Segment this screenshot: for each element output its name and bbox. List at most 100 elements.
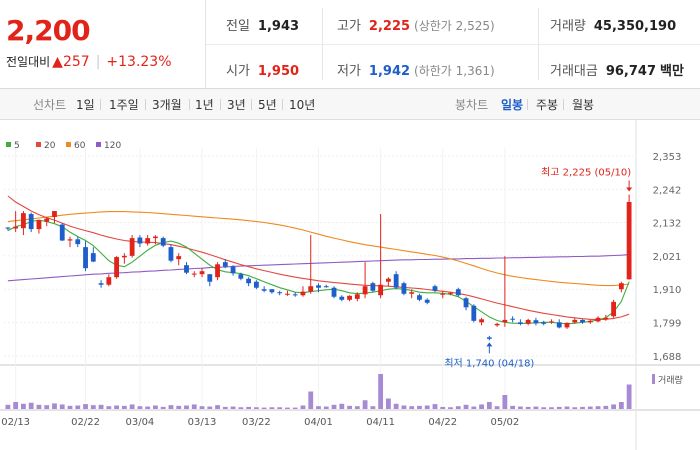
volume-bar [215,405,220,409]
volume-bar [533,406,539,409]
candle-body [611,301,616,317]
candle-body [67,239,73,241]
tab-daily[interactable]: 일봉 [501,98,524,112]
divider [206,44,700,45]
candle-body [587,320,593,323]
candle-body [385,278,391,282]
volume-bar [160,406,166,409]
tab-weekly[interactable]: 주봉 [536,98,559,112]
candle-body [308,286,314,292]
divider [189,99,190,110]
tab-3m[interactable]: 3개월 [152,98,182,112]
candle-body [106,277,112,285]
candle-body [160,238,166,246]
volume-bar [525,406,531,409]
volume-bar [556,406,562,409]
candle-body [448,292,453,294]
volume-bar [153,405,158,409]
volume-bar [75,405,81,409]
amount-value: 96,747 [605,64,657,79]
amount-label: 거래대금 [550,64,598,79]
volume-bar [5,404,11,409]
up-arrow-icon: ▲ [52,54,63,70]
amount-unit: 백만 [660,64,684,79]
volume-bar [339,403,345,409]
candle-body [494,323,500,326]
volume-bar [83,404,88,409]
divider [282,99,283,110]
x-tick-label: 04/01 [304,417,333,428]
volume-bar [184,405,189,409]
candle-body [52,211,57,218]
volume-bar [137,406,143,409]
tab-5y[interactable]: 5년 [258,98,277,112]
volume-bar [432,404,438,409]
tab-1d[interactable]: 1일 [76,98,95,112]
candle-body [440,293,446,295]
volume-bar [424,405,430,409]
volume-bar [580,406,585,409]
candle-body [129,238,135,256]
candle-body [455,289,461,296]
tab-1y[interactable]: 1년 [195,98,214,112]
candle-body [230,266,236,274]
high-value: 2,225 [368,19,411,34]
candle-body [533,320,539,324]
lower-limit: (하한가 1,361) [414,64,495,78]
volume-bar [129,404,135,409]
tab-10y[interactable]: 10년 [289,98,316,112]
divider [145,99,146,110]
candle-body [393,274,399,288]
volume-bar [362,400,368,409]
volume-bar [471,406,477,409]
candle-body [285,293,290,295]
tab-1w[interactable]: 1주일 [109,98,139,112]
candle-body [510,318,516,320]
candle-body [75,239,81,245]
candle-body [370,283,376,291]
candle-body [36,220,42,230]
volume-bar [587,406,593,409]
candle-body [90,253,96,262]
divider [527,99,528,110]
candle-body [618,283,624,290]
candle-body [517,322,523,324]
candle-body [549,321,554,323]
change-value: 257 [62,54,90,70]
candle-body [572,319,578,323]
candle-body [13,226,19,229]
low-annotation: 최저 1,740 (04/18) [444,357,534,369]
volume-value: 45,350,190 [593,19,677,34]
legend-swatch-5 [6,142,11,147]
volume-bar [401,405,407,409]
candle-body [83,247,88,269]
candle-body [261,289,267,291]
volume-bar [417,405,422,409]
tab-monthly[interactable]: 월봉 [572,98,595,112]
volume-bar [52,403,57,409]
candle-body [145,238,151,244]
legend-swatch-120 [96,142,101,147]
x-tick-label: 04/11 [366,417,395,428]
open-value: 1,950 [257,64,300,79]
tab-3y[interactable]: 3년 [227,98,246,112]
volume-bar [308,391,314,409]
volume-bar [502,395,508,409]
trade-amount: 거래대금 96,747 백만 [550,60,684,79]
candle-body [215,264,220,278]
line-chart-label: 선차트 [33,98,67,112]
volume-bar [176,405,182,409]
volume: 거래량 45,350,190 [550,15,676,34]
volume-bar [393,403,399,409]
volume-bar [517,406,523,409]
y-tick-label: 2,021 [653,252,682,263]
legend-label-60: 60 [74,141,86,151]
volume-bar [370,406,376,409]
volume-bar [486,402,492,409]
candle-body [502,319,508,323]
volume-bar [36,404,42,409]
ma20-line [7,195,630,321]
candle-body [28,214,34,230]
volume-bar [168,405,174,409]
